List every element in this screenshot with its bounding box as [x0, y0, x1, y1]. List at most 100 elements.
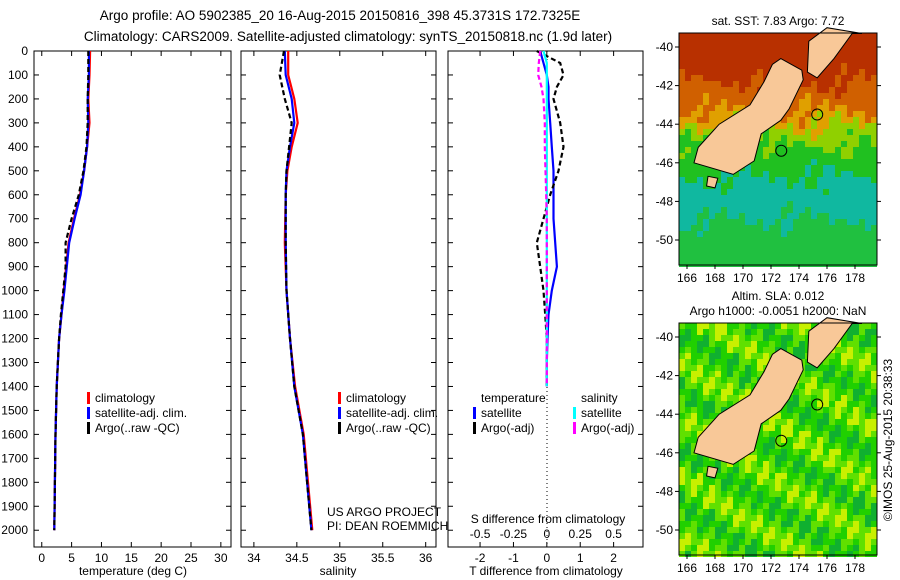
legend-t-argo: Argo(-adj)	[481, 421, 534, 435]
depth-tick-label: 1700	[1, 451, 28, 465]
legend-swatch-t-satellite	[473, 407, 476, 419]
series-line-t-argo-adj-	[535, 50, 565, 387]
legend-temperature-title: temperature	[481, 391, 546, 405]
x-tick-label: 25	[184, 551, 198, 565]
argo-position-marker	[775, 434, 788, 447]
x-tick-label: 15	[125, 551, 139, 565]
x-tick-label: 10	[95, 551, 109, 565]
t-diff-xlabel: T difference from climatology	[469, 564, 623, 578]
lat-tick-label: -50	[656, 233, 674, 247]
lon-tick-label: 174	[789, 271, 809, 285]
pi-annotation: PI: DEAN ROEMMICH	[327, 519, 448, 533]
title-line-1: Argo profile: AO 5902385_20 16-Aug-2015 …	[100, 8, 580, 23]
legend-s-argo: Argo(-adj)	[581, 421, 634, 435]
lon-tick-label: 176	[817, 561, 837, 575]
temperature-legend: climatology satellite-adj. clim. Argo(..…	[87, 391, 187, 435]
lat-tick-label: -44	[656, 407, 674, 421]
s-diff-xlabel: S difference from climatology	[471, 512, 626, 526]
depth-tick-label: 800	[8, 236, 28, 250]
legend-salinity-title: salinity	[581, 391, 618, 405]
x-tick-label: 2	[610, 551, 617, 565]
lat-tick-label: -42	[656, 79, 674, 93]
s-tick-label: -0.25	[500, 527, 528, 541]
lon-tick-label: 178	[845, 271, 865, 285]
lat-tick-label: -42	[656, 369, 674, 383]
depth-tick-label: 500	[8, 164, 28, 178]
lon-tick-label: 168	[705, 561, 725, 575]
legend-argo: Argo(..raw -QC)	[95, 421, 180, 435]
salinity-xlabel: salinity	[320, 564, 357, 578]
legend-swatch-satellite	[338, 407, 341, 419]
lat-tick-label: -50	[656, 523, 674, 537]
contour-marker	[811, 108, 824, 121]
x-tick-label: -1	[508, 551, 519, 565]
depth-tick-label: 300	[8, 116, 28, 130]
stewart-island-land	[706, 175, 719, 189]
temperature-axes-frame	[33, 50, 232, 548]
x-tick-label: -2	[475, 551, 486, 565]
depth-tick-label: 100	[8, 68, 28, 82]
legend-swatch-s-satellite	[573, 407, 576, 419]
lat-tick-label: -40	[656, 40, 674, 54]
s-tick-label: 0	[543, 527, 550, 541]
lat-tick-label: -46	[656, 446, 674, 460]
series-line-argo-raw-qc-	[53, 51, 90, 531]
x-tick-label: 34	[247, 551, 261, 565]
legend-swatch-argo	[87, 422, 90, 434]
difference-legend: temperature salinity satellite Argo(-adj…	[473, 391, 634, 435]
credit-timestamp: ©IMOS 25-Aug-2015 20:38:33	[881, 359, 895, 522]
legend-satellite: satellite-adj. clim.	[95, 406, 187, 420]
depth-tick-label: 1100	[2, 308, 28, 322]
series-line-satellite-adj-clim-	[53, 51, 91, 531]
map-frame	[678, 322, 878, 556]
depth-tick-label: 1000	[1, 284, 28, 298]
salinity-legend: climatology satellite-adj. clim. Argo(..…	[338, 391, 438, 435]
project-annotation: US ARGO PROJECT	[327, 505, 442, 519]
legend-swatch-climatology	[87, 392, 90, 404]
sst-map-title: sat. SST: 7.83 Argo: 7.72	[712, 14, 845, 28]
lat-tick-label: -48	[656, 194, 674, 208]
s-tick-label: -0.5	[470, 527, 491, 541]
depth-tick-label: 0	[21, 44, 28, 58]
x-tick-label: 36	[419, 551, 433, 565]
series-line-argo-raw-qc-	[278, 50, 313, 531]
title-line-2: Climatology: CARS2009. Satellite-adjuste…	[84, 29, 612, 44]
legend-climatology: climatology	[346, 391, 406, 405]
lat-tick-label: -48	[656, 484, 674, 498]
south-island-land	[693, 347, 804, 465]
x-tick-label: 1	[577, 551, 584, 565]
legend-satellite: satellite-adj. clim.	[346, 406, 438, 420]
lon-tick-label: 174	[789, 561, 809, 575]
lon-tick-label: 176	[817, 271, 837, 285]
lat-tick-label: -46	[656, 156, 674, 170]
depth-tick-label: 1500	[1, 403, 28, 417]
depth-tick-label: 1600	[1, 427, 28, 441]
salinity-axes-frame	[240, 50, 437, 548]
contour-marker	[811, 398, 824, 411]
difference-panel: -2 -1 0 1 2 -0.5 -0.25 0 0.25 0.5 T difference fr…	[447, 50, 644, 578]
depth-tick-label: 1300	[1, 355, 28, 369]
x-tick-label: 0	[38, 551, 45, 565]
legend-swatch-s-argo	[573, 422, 576, 434]
legend-swatch-satellite	[87, 407, 90, 419]
legend-swatch-climatology	[338, 392, 341, 404]
depth-tick-label: 1200	[1, 332, 28, 346]
temperature-xlabel: temperature (deg C)	[79, 564, 187, 578]
stewart-island-land	[706, 465, 719, 479]
lon-tick-label: 172	[761, 271, 781, 285]
lon-tick-label: 178	[845, 561, 865, 575]
sla-map-title-2: Argo h1000: -0.0051 h2000: NaN	[690, 304, 867, 318]
map-frame	[678, 32, 878, 266]
legend-climatology: climatology	[95, 391, 155, 405]
sla-map-title-1: Altim. SLA: 0.012	[732, 289, 825, 303]
series-line-t-satellite	[539, 50, 559, 387]
sst-map: sat. SST: 7.83 Argo: 7.72 -40 -42 -44 -46 -4…	[656, 14, 881, 285]
x-tick-label: 35	[333, 551, 347, 565]
x-tick-label: 35.5	[371, 551, 395, 565]
depth-tick-label: 400	[8, 140, 28, 154]
depth-tick-label: 200	[8, 92, 28, 106]
depth-tick-label: 600	[8, 188, 28, 202]
x-tick-label: 30	[214, 551, 228, 565]
